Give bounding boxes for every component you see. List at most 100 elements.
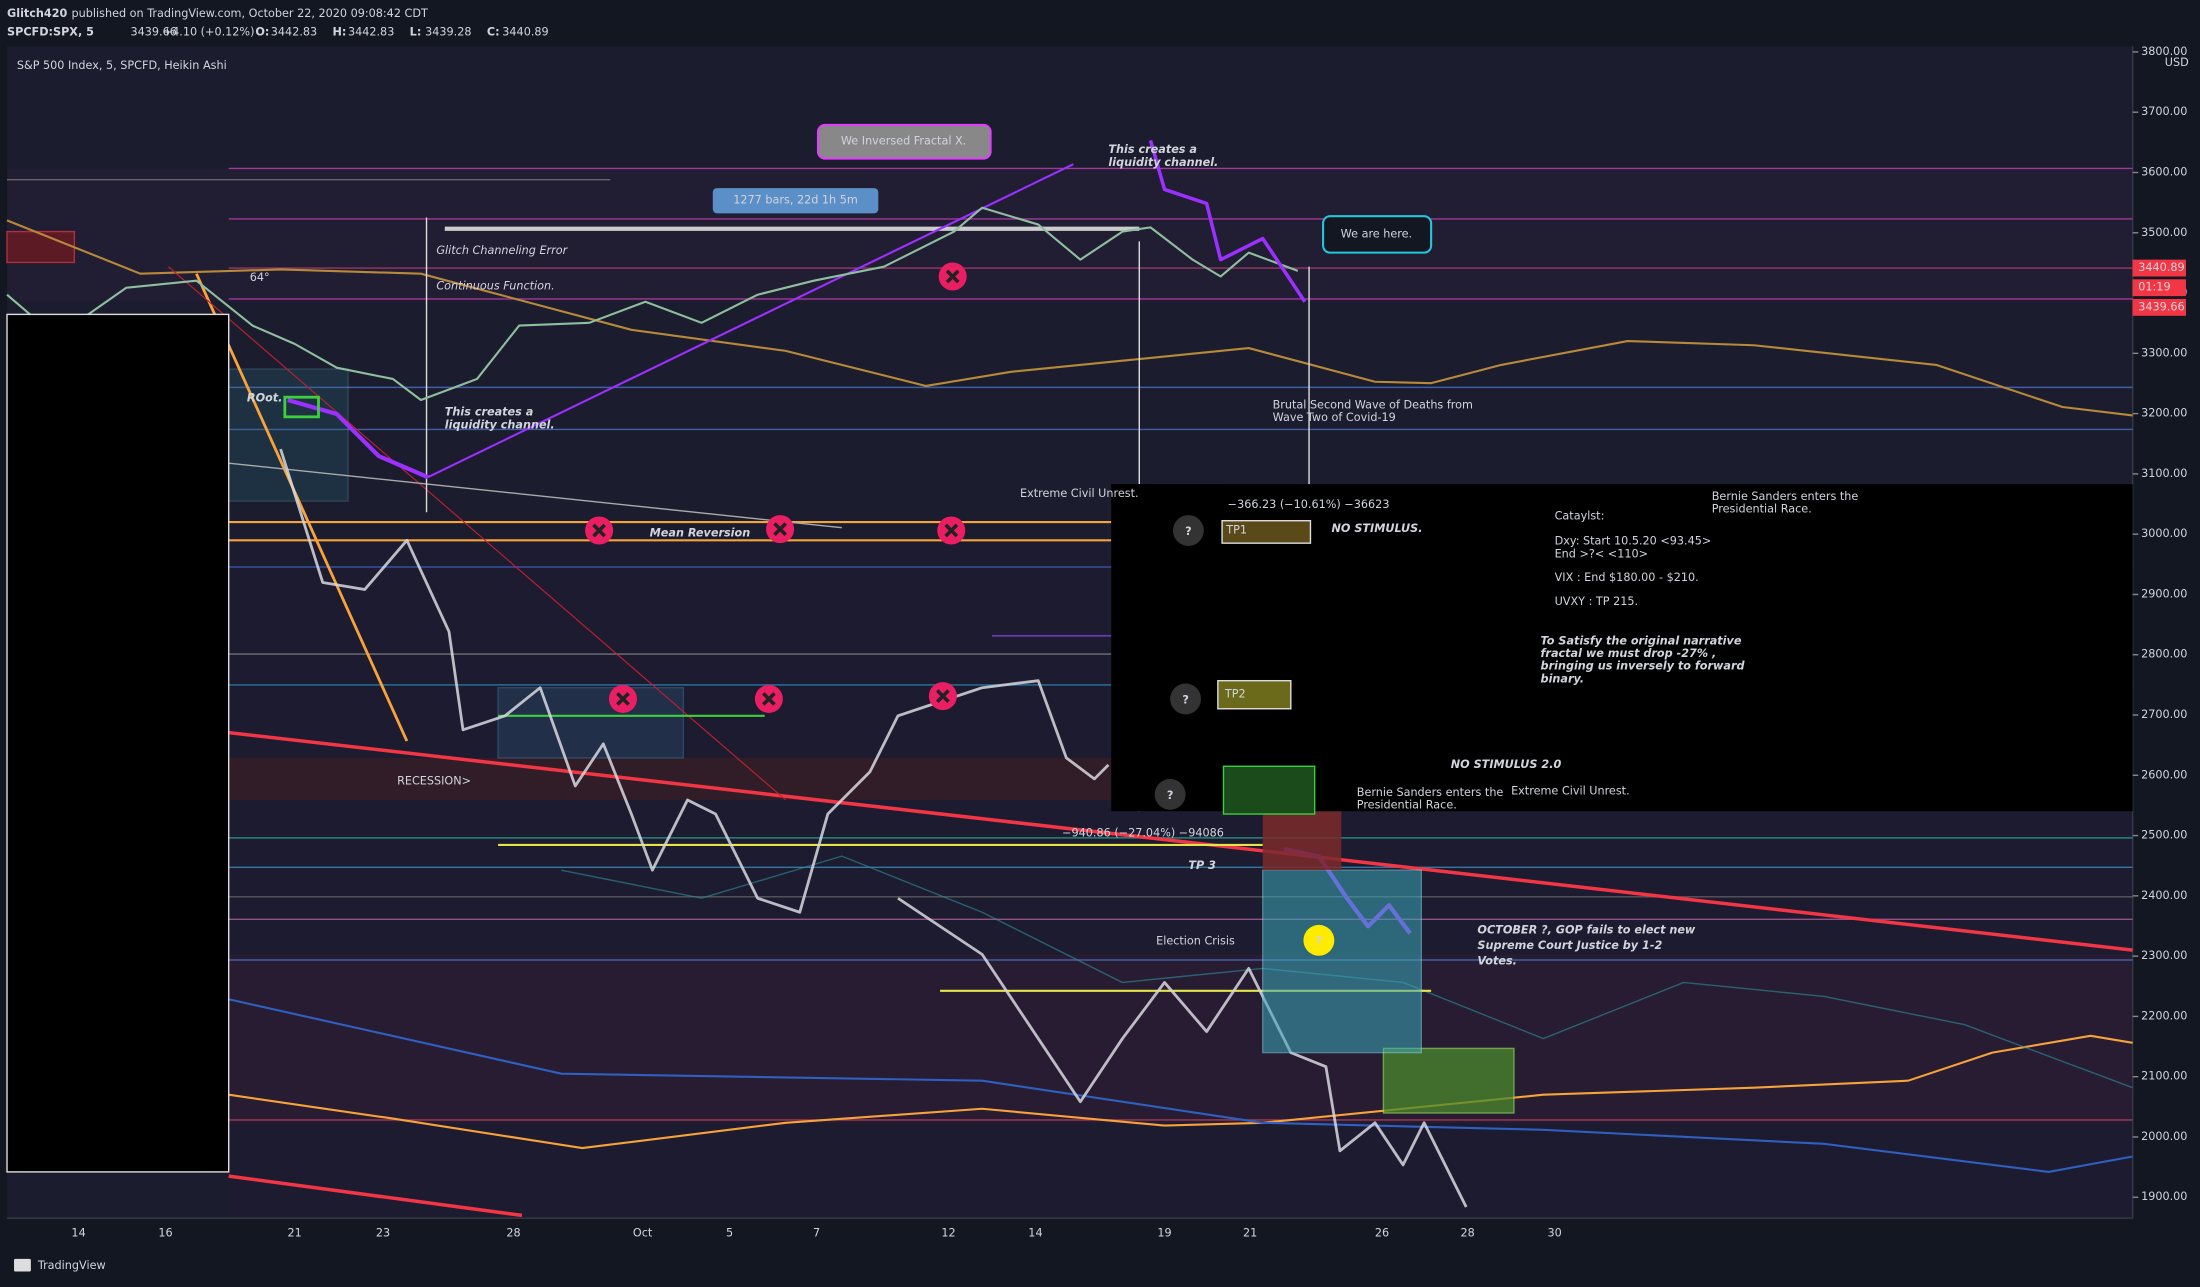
legend: S&P 500 Index, 5, SPCFD, Heikin Ashi [17,59,227,72]
note: Election Crisis [1156,935,1235,948]
price-tick: 2600.00 [2141,768,2187,781]
ohlc-value: 3440.89 [502,25,548,38]
measure-text: −366.23 (−10.61%) −36623 [1228,498,1390,511]
question-glyph: ? [1167,789,1174,802]
note: Extreme Civil Unrest. [1511,785,1630,798]
ohlc-label: O: [255,25,269,38]
ghost-fractal [897,897,1468,1208]
moving-average [6,219,2133,417]
logo [14,1258,31,1272]
drawn-line [228,462,842,529]
question-marker [1170,683,1202,715]
note: Brutal Second Wave of Deaths from [1273,399,1473,412]
callout [1322,215,1433,254]
x-glyph [773,522,787,536]
price-tick: 3500.00 [2141,226,2187,239]
note: OCTOBER ?, GOP fails to elect new [1477,924,1696,937]
price-badge [2132,279,2186,297]
note: Extreme Civil Unrest. [1020,487,1139,500]
projection-path [287,397,429,480]
time-tick: 28 [1460,1227,1474,1240]
note: binary. [1541,672,1585,685]
price-path [6,206,1299,402]
note: End >?< <110> [1555,547,1648,560]
projection-path [1148,139,1307,303]
question-glyph: ? [1185,525,1192,538]
drawn-box [6,313,230,1173]
question-marker [1172,515,1204,546]
symbol: SPCFD:SPX, 5 [7,25,94,38]
note: Supreme Court Justice by 1-2 [1477,939,1662,952]
time-tick: 7 [813,1227,820,1240]
callout-text: We are here. [1341,227,1412,240]
ohlc-label: C: [487,25,500,38]
angle: 64° [250,271,270,284]
band [7,168,2133,302]
note: Dxy: Start 10.5.20 <93.45> [1555,535,1712,548]
time-tick: 21 [288,1227,302,1240]
question-marker [1154,778,1186,810]
drawn-box [1222,765,1316,815]
price-badge [2132,298,2186,316]
question-glyph: ? [1316,935,1323,948]
drawn-line [228,1174,523,1218]
note: To Satisfy the original narrative [1541,634,1742,647]
time-tick: 23 [376,1227,390,1240]
x-glyph [944,523,959,538]
target: TP2 [1224,688,1246,701]
time-tick: 19 [1157,1227,1171,1240]
measure-text: 1277 bars, 22d 1h 5m [733,194,858,207]
price-tick: 3700.00 [2141,105,2187,118]
callout-text: We Inversed Fractal X. [841,135,966,148]
price-badge-label: 01:19 [2138,281,2170,294]
note: Votes. [1477,954,1516,967]
published: published on TradingView.com, October 22… [72,7,428,20]
drawn-line [427,163,1074,479]
note: NO STIMULUS 2.0 [1451,758,1562,771]
drawn-box [1262,869,1423,1054]
note: liquidity channel. [1108,156,1218,169]
ohlc-value: 3439.28 [425,25,471,38]
x-glyph [945,269,960,284]
drawn-line [228,730,2133,952]
note: Bernie Sanders enters the [1357,786,1504,799]
last-price: 3439.66 [130,25,176,38]
price-badge-label: 3439.66 [2138,300,2184,313]
ohlc-value: 3442.83 [271,25,317,38]
ohlc-value: 3442.83 [348,25,394,38]
x-glyph [592,523,606,538]
price-tick: 3600.00 [2141,165,2187,178]
drawn-box [283,395,320,419]
band [228,954,2133,1123]
price-tick: 2300.00 [2141,949,2187,962]
note: RECESSION> [397,775,471,788]
note: Continuous Function. [436,279,554,292]
texts: ???? Glitch420 published on TradingView.co… [7,7,2189,1272]
callout [816,123,992,160]
author: Glitch420 [7,7,68,20]
ohlc-label: L: [410,25,422,38]
note: fractal we must drop -27% , [1541,647,1717,660]
drawn-box [497,687,684,759]
price-tick: 3800.00 [2141,45,2187,58]
note: VIX : End $180.00 - $210. [1555,571,1699,584]
time-tick: 26 [1375,1227,1389,1240]
time-tick: 12 [941,1227,955,1240]
time-tick: 5 [726,1227,733,1240]
price-tick: 2200.00 [2141,1009,2187,1022]
price-badge-label: 3440.89 [2138,261,2184,274]
price-tick: 3200.00 [2141,407,2187,420]
price-badge [2132,259,2186,277]
drawn-box [227,368,349,502]
price-tick: 2800.00 [2141,648,2187,661]
drawn-box [1111,484,1224,504]
note: ROot. [247,392,283,405]
note: This creates a [445,406,534,419]
footer-brand: TradingView [37,1259,106,1272]
price-tick: 2900.00 [2141,587,2187,600]
drawings [6,139,2133,1218]
note: NO STIMULUS. [1332,522,1423,535]
x-glyph [616,692,630,706]
